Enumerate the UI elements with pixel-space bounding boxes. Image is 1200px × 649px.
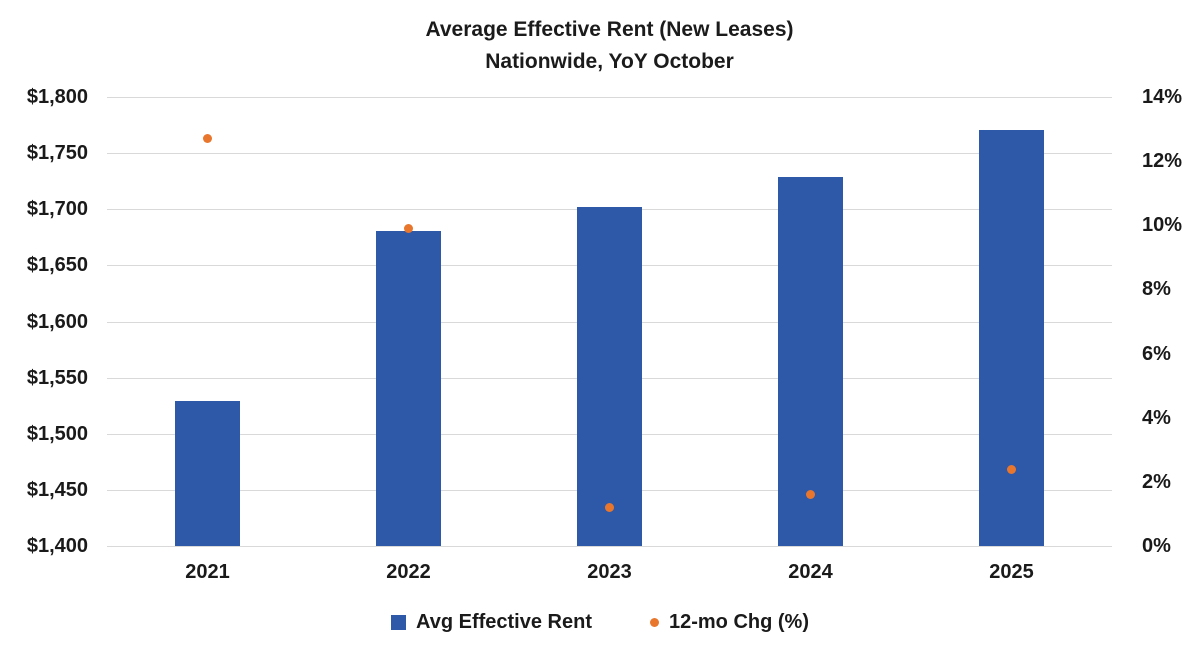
dot-2023 xyxy=(605,503,614,512)
left-axis-tick-label: $1,450 xyxy=(26,478,88,501)
right-axis-tick-label: 14% xyxy=(1142,86,1183,108)
x-axis-tick-label: 2024 xyxy=(788,561,833,583)
right-axis-tick-label: 10% xyxy=(1142,214,1183,237)
x-axis-tick-label: 2022 xyxy=(386,561,431,583)
right-axis-tick-label: 6% xyxy=(1142,342,1171,365)
left-axis-tick-label: $1,700 xyxy=(26,198,88,221)
bar-2025 xyxy=(979,129,1044,546)
gridline xyxy=(107,153,1112,155)
bar-2023 xyxy=(577,207,642,546)
legend: Avg Effective Rent 12-mo Chg (%) xyxy=(0,604,1200,640)
left-axis-tick-label: $1,650 xyxy=(26,254,88,277)
legend-label: 12-mo Chg (%) xyxy=(668,610,809,633)
bar-series-swatch-icon xyxy=(391,614,407,630)
legend-item-avg-effective-rent: Avg Effective Rent xyxy=(391,611,592,634)
right-axis-tick-label: 12% xyxy=(1142,150,1183,173)
legend-item-12-mo-chg: 12-mo Chg (%) xyxy=(649,610,809,634)
x-axis-tick-label: 2025 xyxy=(989,561,1034,583)
left-axis-tick-label: $1,550 xyxy=(26,366,88,389)
dot-2022 xyxy=(404,223,413,233)
legend-label: Avg Effective Rent xyxy=(416,610,592,633)
right-axis: 14% 12% 10% 8% 6% 4% 2% 0% xyxy=(1142,0,1200,649)
bar-2022 xyxy=(376,230,441,546)
chart-title-line2: Nationwide, YoY October xyxy=(485,50,734,73)
right-axis-tick-label: 0% xyxy=(1142,535,1171,557)
right-axis-tick-label: 4% xyxy=(1142,406,1171,429)
left-axis-tick-label: $1,500 xyxy=(26,422,88,445)
x-axis-tick-label: 2021 xyxy=(185,561,230,583)
gridline xyxy=(107,97,1112,98)
dot-2021 xyxy=(203,134,212,144)
chart-title-line1: Average Effective Rent (New Leases) xyxy=(425,18,794,41)
plot-area xyxy=(107,97,1112,547)
left-axis-tick-label: $1,750 xyxy=(26,142,88,165)
chart-title: Average Effective Rent (New Leases) Nati… xyxy=(107,14,1112,78)
left-axis-tick-label: $1,800 xyxy=(26,86,88,108)
dot-series-swatch-icon xyxy=(649,617,659,627)
dot-2025 xyxy=(1007,464,1016,474)
right-axis-tick-label: 2% xyxy=(1142,470,1171,493)
left-axis-tick-label: $1,600 xyxy=(26,310,88,333)
right-axis-tick-label: 8% xyxy=(1142,278,1171,301)
dot-2024 xyxy=(806,490,815,500)
bar-2024 xyxy=(778,176,843,546)
x-axis: 2021 2022 2023 2024 2025 xyxy=(107,558,1112,588)
left-axis-tick-label: $1,400 xyxy=(26,535,88,557)
bar-2021 xyxy=(175,401,240,546)
left-axis: $1,800 $1,750 $1,700 $1,650 $1,600 $1,550 $1,5… xyxy=(8,0,88,649)
x-axis-tick-label: 2023 xyxy=(587,561,632,583)
gridline xyxy=(107,546,1112,547)
